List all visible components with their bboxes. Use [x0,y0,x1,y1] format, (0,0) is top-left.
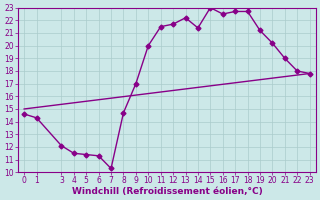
X-axis label: Windchill (Refroidissement éolien,°C): Windchill (Refroidissement éolien,°C) [72,187,262,196]
